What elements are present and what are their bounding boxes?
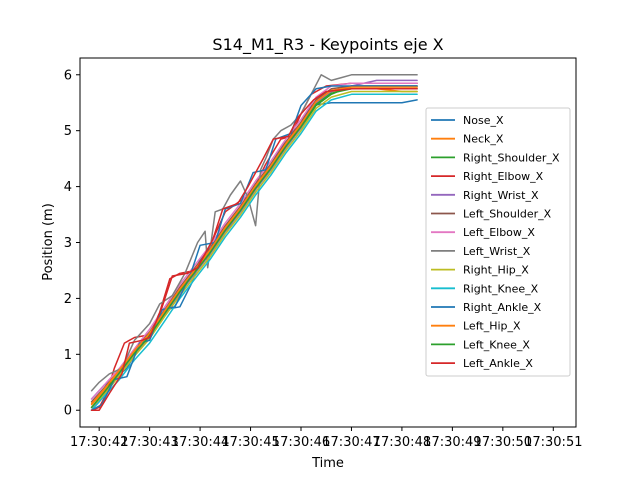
x-tick-label: 17:30:43 xyxy=(120,435,178,450)
series-line-left-hip-x xyxy=(90,86,418,405)
y-tick-label: 5 xyxy=(64,124,72,139)
legend-entry-right-wrist-x: Right_Wrist_X xyxy=(463,189,539,202)
y-tick-label: 1 xyxy=(64,348,72,363)
legend-entry-right-ankle-x: Right_Ankle_X xyxy=(463,301,542,314)
legend-entry-left-wrist-x: Left_Wrist_X xyxy=(463,245,531,258)
plot-lines xyxy=(90,74,418,411)
x-tick-label: 17:30:50 xyxy=(474,435,532,450)
x-tick-label: 17:30:46 xyxy=(272,435,330,450)
legend: Nose_X Neck_X Right_Shoulder_X Right_Elbow_… xyxy=(425,107,571,377)
series-line-left-wrist-x xyxy=(90,74,418,392)
legend-entry-left-knee-x: Left_Knee_X xyxy=(463,338,530,351)
x-tick-label: 17:30:42 xyxy=(70,435,128,450)
y-tick-label: 2 xyxy=(64,292,72,307)
series-line-right-ankle-x xyxy=(90,85,418,411)
legend-entry-right-elbow-x: Right_Elbow_X xyxy=(463,170,544,183)
legend-entry-left-shoulder-x: Left_Shoulder_X xyxy=(463,208,552,221)
x-tick-label: 17:30:49 xyxy=(423,435,481,450)
legend-box xyxy=(425,107,571,377)
x-axis: 17:30:4217:30:4317:30:4417:30:4517:30:46… xyxy=(70,427,582,450)
chart-title: S14_M1_R3 - Keypoints eje X xyxy=(212,35,443,55)
legend-entry-right-hip-x: Right_Hip_X xyxy=(463,264,529,277)
series-line-right-elbow-x xyxy=(90,82,418,411)
y-axis: 0 1 2 3 4 5 6 xyxy=(64,68,80,419)
series-line-left-ankle-x xyxy=(90,88,418,411)
y-tick-label: 6 xyxy=(64,68,72,83)
y-tick-label: 0 xyxy=(64,404,72,419)
x-tick-label: 17:30:51 xyxy=(524,435,582,450)
legend-entry-nose-x: Nose_X xyxy=(463,114,504,127)
y-tick-label: 3 xyxy=(64,236,72,251)
x-tick-label: 17:30:44 xyxy=(171,435,229,450)
x-tick-label: 17:30:47 xyxy=(322,435,380,450)
legend-entry-left-ankle-x: Left_Ankle_X xyxy=(463,357,533,370)
legend-entry-left-hip-x: Left_Hip_X xyxy=(463,320,521,333)
legend-entry-right-knee-x: Right_Knee_X xyxy=(463,282,539,295)
y-tick-label: 4 xyxy=(64,180,72,195)
series-line-right-hip-x xyxy=(90,90,418,409)
x-axis-label: Time xyxy=(311,456,344,471)
y-axis-label: Position (m) xyxy=(41,203,56,281)
legend-entry-neck-x: Neck_X xyxy=(463,133,504,146)
x-tick-label: 17:30:48 xyxy=(373,435,431,450)
series-line-right-knee-x xyxy=(90,93,418,411)
legend-entry-right-shoulder-x: Right_Shoulder_X xyxy=(463,151,560,164)
x-tick-label: 17:30:45 xyxy=(221,435,279,450)
legend-entry-left-elbow-x: Left_Elbow_X xyxy=(463,226,535,239)
